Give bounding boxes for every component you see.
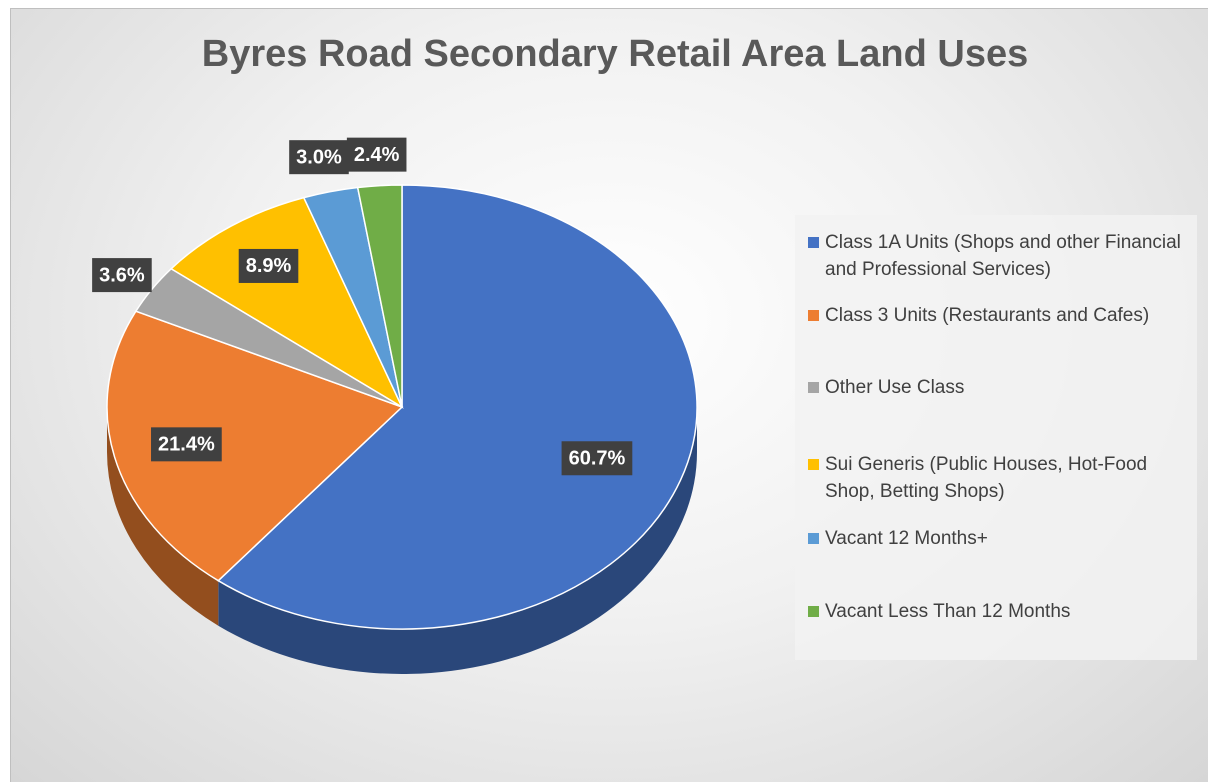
legend-label: Vacant Less Than 12 Months (825, 601, 1071, 622)
data-label-box (289, 140, 349, 175)
legend-item: Class 3 Units (Restaurants and Cafes) (808, 302, 1188, 329)
pie-tops (106, 184, 698, 630)
pie-sides (107, 407, 698, 674)
legend-label: Sui Generis (Public Houses, Hot-Food Sho… (825, 454, 1148, 502)
data-label-box (151, 427, 222, 462)
legend: Class 1A Units (Shops and other Financia… (795, 215, 1197, 660)
slice (106, 310, 404, 582)
legend-label: Other Use Class (825, 377, 965, 398)
legend-label: Vacant 12 Months+ (825, 528, 988, 549)
data-label: 2.4% (346, 137, 407, 172)
data-label-box (238, 248, 299, 283)
data-label-text: 3.0% (296, 146, 342, 168)
data-label-text: 3.6% (99, 264, 145, 286)
data-label: 21.4% (151, 427, 222, 462)
legend-item: Vacant 12 Months+ (808, 525, 1188, 552)
data-label-text: 2.4% (354, 144, 400, 166)
slice (356, 184, 403, 408)
data-label-box (346, 137, 407, 172)
legend-item: Other Use Class (808, 374, 1188, 401)
legend-item: Class 1A Units (Shops and other Financia… (808, 229, 1188, 283)
legend-swatch (808, 237, 819, 248)
slice (217, 184, 698, 630)
data-label-text: 60.7% (569, 448, 626, 470)
chart-title: Byres Road Secondary Retail Area Land Us… (202, 33, 1028, 75)
legend-label: Class 3 Units (Restaurants and Cafes) (825, 305, 1150, 326)
slice-side (218, 407, 698, 674)
legend-item: Sui Generis (Public Houses, Hot-Food Sho… (808, 451, 1188, 505)
data-label: 3.0% (289, 140, 349, 175)
data-label-text: 8.9% (246, 255, 292, 277)
data-label-box (92, 258, 152, 293)
legend-label: Class 1A Units (Shops and other Financia… (825, 232, 1181, 280)
legend-swatch (808, 310, 819, 321)
legend-swatch (808, 382, 819, 393)
slice-side (107, 407, 219, 626)
legend-swatch (808, 459, 819, 470)
slice (169, 196, 404, 409)
data-label: 60.7% (561, 441, 633, 476)
data-label: 8.9% (238, 248, 299, 283)
legend-swatch (808, 533, 819, 544)
data-label: 3.6% (92, 258, 152, 293)
data-label-text: 21.4% (158, 434, 215, 456)
data-label-box (561, 441, 633, 476)
legend-item: Vacant Less Than 12 Months (808, 598, 1188, 625)
legend-swatch (808, 606, 819, 617)
